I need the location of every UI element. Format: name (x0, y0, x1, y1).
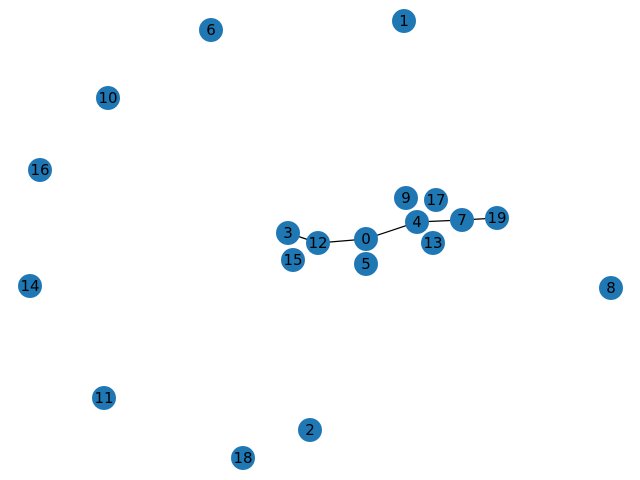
node-circle-10 (96, 86, 120, 110)
node-label-9: 9 (401, 189, 411, 207)
node-label-12: 12 (308, 234, 327, 252)
node-label-6: 6 (206, 21, 216, 39)
node-8: 8 (599, 276, 623, 300)
node-17: 17 (424, 188, 448, 212)
node-5: 5 (354, 252, 378, 276)
node-14: 14 (18, 274, 42, 298)
node-label-1: 1 (399, 12, 409, 30)
node-11: 11 (92, 386, 116, 410)
node-circle-2 (298, 418, 322, 442)
node-0: 0 (354, 227, 378, 251)
node-label-3: 3 (283, 224, 293, 242)
node-circle-8 (599, 276, 623, 300)
node-circle-9 (394, 186, 418, 210)
node-circle-6 (199, 18, 223, 42)
node-label-18: 18 (233, 449, 252, 467)
node-circle-16 (28, 158, 52, 182)
node-label-17: 17 (426, 191, 445, 209)
node-circle-5 (354, 252, 378, 276)
node-19: 19 (485, 206, 509, 230)
node-circle-19 (485, 206, 509, 230)
node-15: 15 (281, 248, 305, 272)
node-label-8: 8 (606, 279, 616, 297)
node-circle-13 (421, 231, 445, 255)
node-10: 10 (96, 86, 120, 110)
node-label-0: 0 (361, 230, 371, 248)
node-label-15: 15 (283, 251, 302, 269)
node-6: 6 (199, 18, 223, 42)
node-circle-14 (18, 274, 42, 298)
node-label-10: 10 (98, 89, 117, 107)
node-18: 18 (231, 446, 255, 470)
node-label-16: 16 (30, 161, 49, 179)
node-12: 12 (306, 231, 330, 255)
node-label-19: 19 (487, 209, 506, 227)
node-16: 16 (28, 158, 52, 182)
node-circle-7 (450, 208, 474, 232)
node-label-4: 4 (412, 213, 422, 231)
node-circle-12 (306, 231, 330, 255)
node-label-13: 13 (423, 234, 442, 252)
node-13: 13 (421, 231, 445, 255)
node-1: 1 (392, 9, 416, 33)
node-7: 7 (450, 208, 474, 232)
node-2: 2 (298, 418, 322, 442)
node-circle-1 (392, 9, 416, 33)
node-label-11: 11 (94, 389, 113, 407)
node-circle-0 (354, 227, 378, 251)
node-label-14: 14 (20, 277, 39, 295)
node-9: 9 (394, 186, 418, 210)
node-label-7: 7 (457, 211, 467, 229)
node-circle-15 (281, 248, 305, 272)
node-circle-3 (276, 221, 300, 245)
node-circle-18 (231, 446, 255, 470)
node-4: 4 (405, 210, 429, 234)
node-label-2: 2 (305, 421, 315, 439)
node-label-5: 5 (361, 255, 371, 273)
node-circle-4 (405, 210, 429, 234)
node-circle-11 (92, 386, 116, 410)
node-circle-17 (424, 188, 448, 212)
node-3: 3 (276, 221, 300, 245)
